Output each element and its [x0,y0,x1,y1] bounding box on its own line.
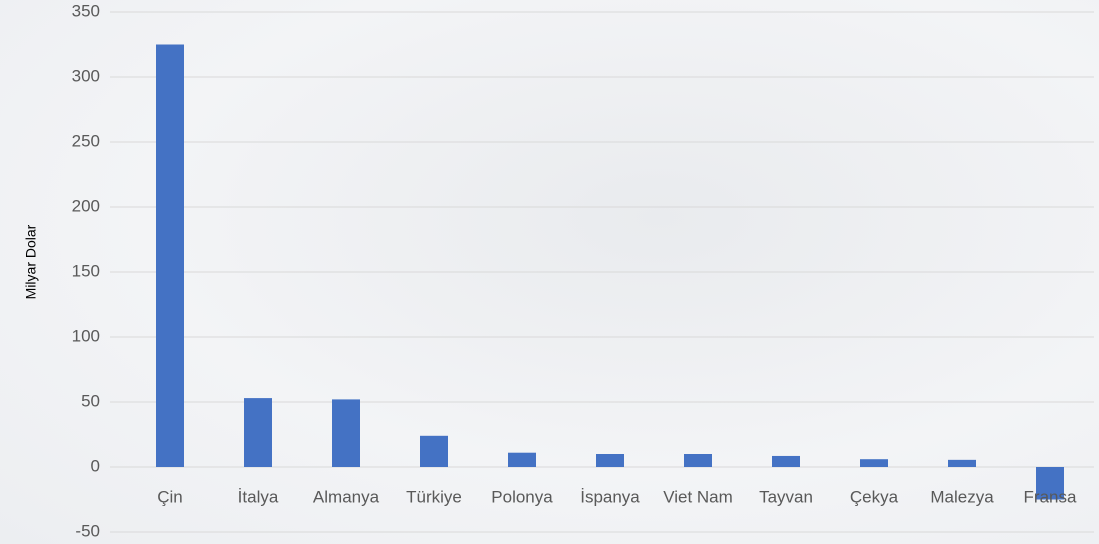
y-tick-label: 350 [72,1,100,20]
x-tick-label: Türkiye [406,487,462,506]
x-tick-label: Viet Nam [663,487,733,506]
bar [1036,467,1064,500]
bar [596,454,624,467]
y-tick-label: 100 [72,326,100,345]
bar [244,398,272,467]
x-tick-label: İtalya [238,487,279,506]
y-tick-label: 200 [72,196,100,215]
y-axis-label: Milyar Dolar [23,224,39,299]
x-tick-label: Fransa [1024,487,1077,506]
bar [684,454,712,467]
x-tick-label: Almanya [313,487,380,506]
bar [156,44,184,467]
y-tick-label: 150 [72,261,100,280]
bar [948,459,976,467]
bar [420,435,448,467]
x-tick-label: Çekya [850,487,899,506]
x-tick-label: Malezya [930,487,994,506]
x-tick-label: Tayvan [759,487,813,506]
y-tick-label: 50 [81,391,100,410]
y-tick-label: 0 [91,456,100,475]
bar [332,399,360,467]
y-tick-label: 250 [72,131,100,150]
bar [772,455,800,467]
y-tick-label: -50 [75,521,100,540]
bar [860,459,888,467]
x-tick-label: Polonya [491,487,553,506]
y-tick-label: 300 [72,66,100,85]
x-tick-label: İspanya [580,487,640,506]
bar [508,452,536,467]
x-tick-label: Çin [157,487,183,506]
